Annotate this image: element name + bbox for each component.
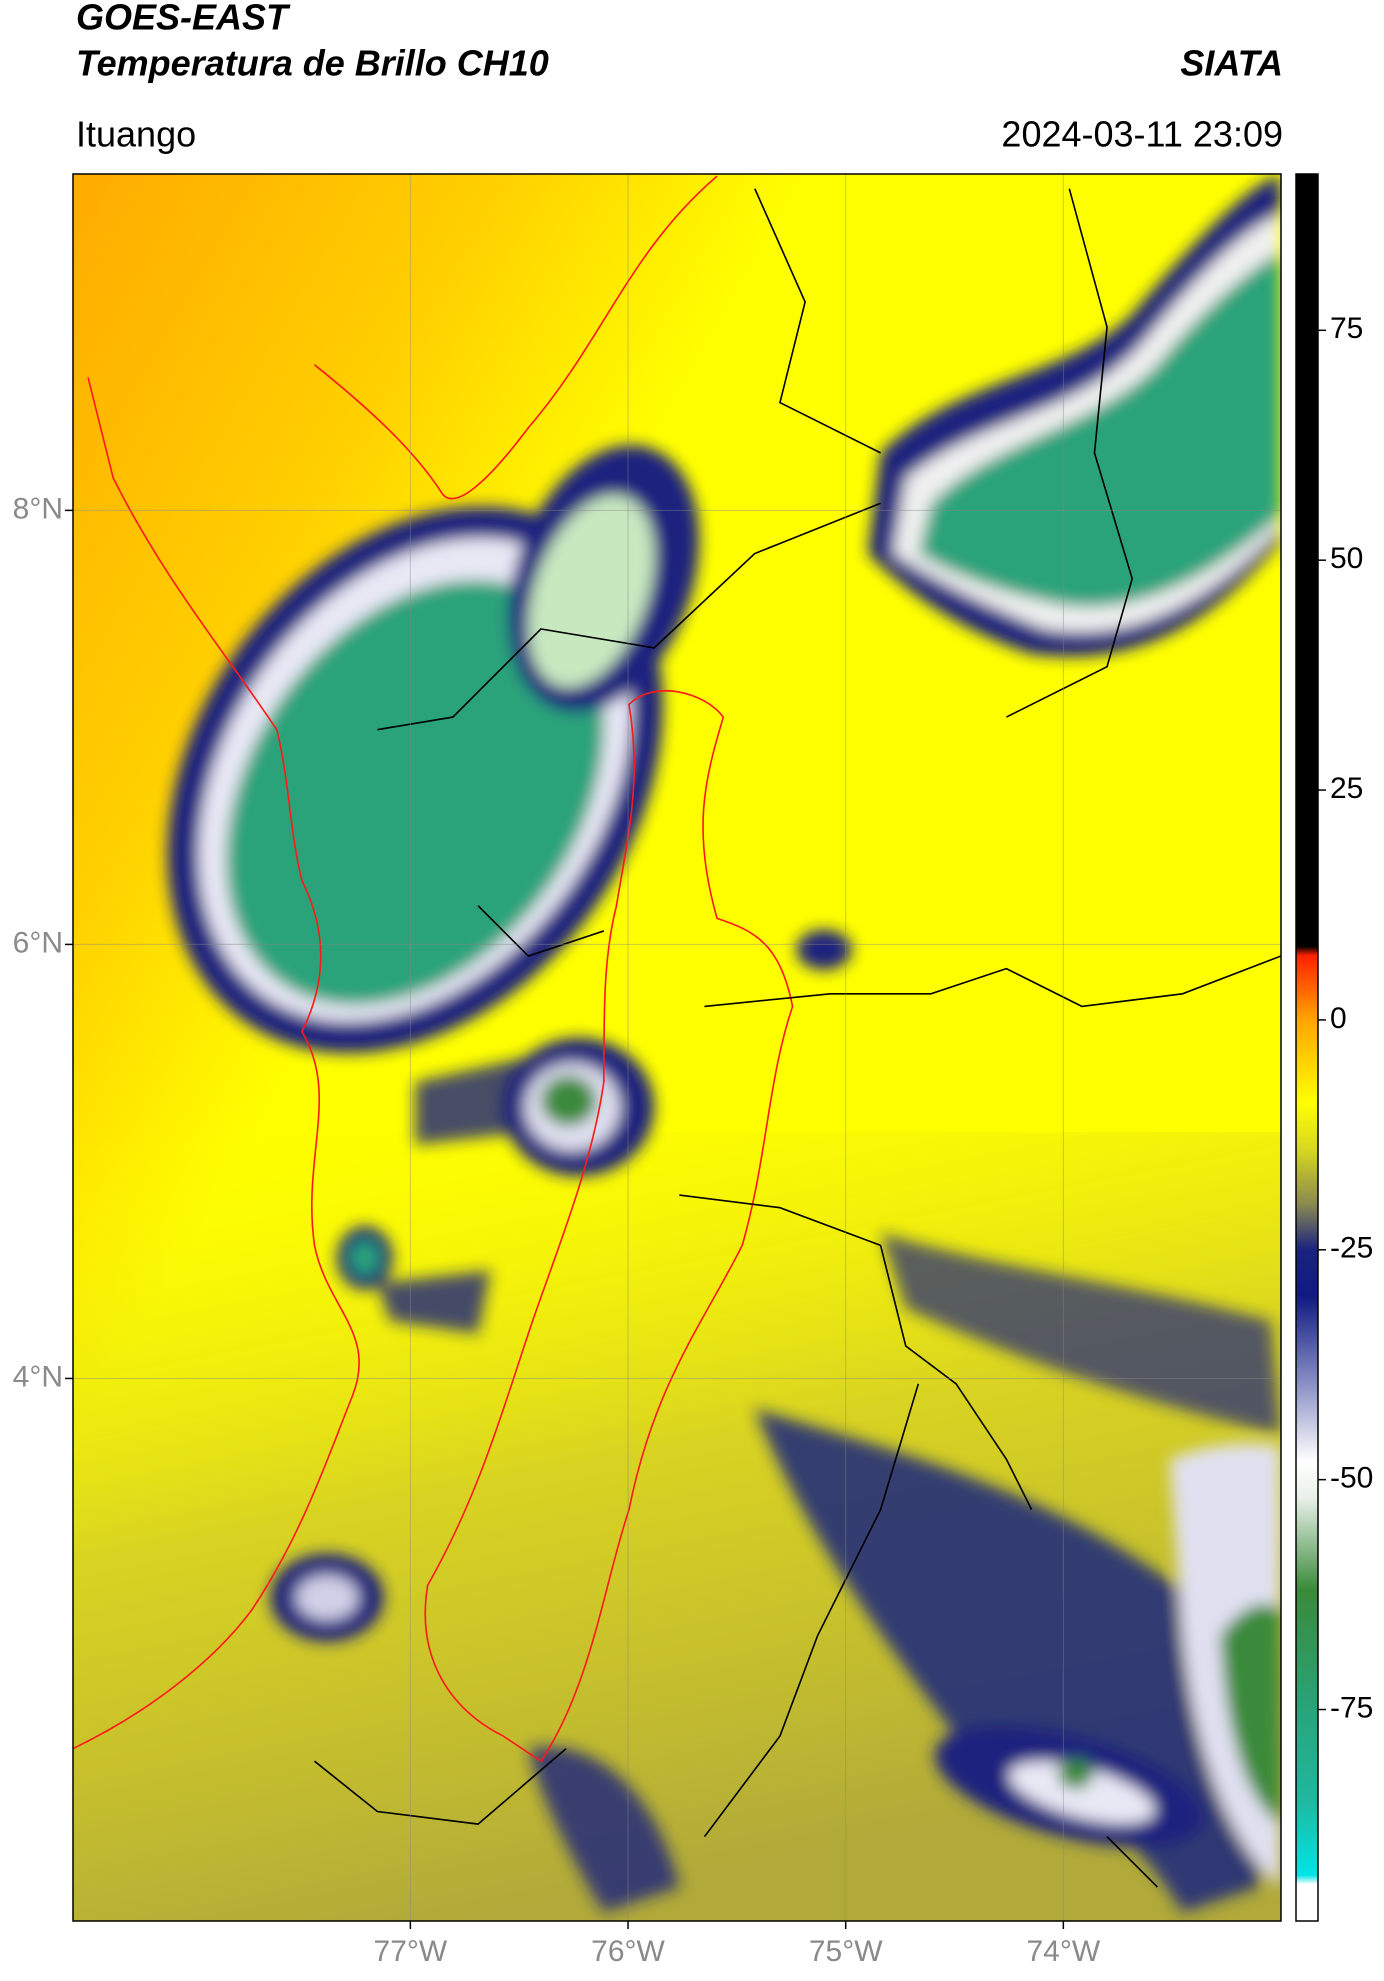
colorbar-tick-label: 0 bbox=[1330, 1002, 1347, 1035]
graticule bbox=[73, 174, 1281, 1921]
location: Ituango bbox=[76, 114, 196, 155]
datetime: 2024-03-11 23:09 bbox=[1001, 114, 1283, 155]
colorbar-tick-label: 25 bbox=[1330, 772, 1363, 805]
y-tick-label: 4°N bbox=[13, 1360, 63, 1393]
colorbar-tick-label: -25 bbox=[1330, 1232, 1373, 1265]
x-tick-label: 76°W bbox=[591, 1935, 665, 1968]
y-tick-label: 6°N bbox=[13, 926, 63, 959]
x-tick-label: 74°W bbox=[1026, 1935, 1100, 1968]
colorbar-tick-label: 75 bbox=[1330, 312, 1363, 345]
x-tick-label: 77°W bbox=[374, 1935, 448, 1968]
satellite-image bbox=[73, 174, 1281, 1921]
colorbar-tick-label: -75 bbox=[1330, 1691, 1373, 1724]
map-frame bbox=[72, 173, 1282, 1922]
colorbar bbox=[1295, 173, 1319, 1922]
title: GOES-EAST bbox=[76, 0, 291, 38]
subtitle: Temperatura de Brillo CH10 bbox=[76, 43, 549, 84]
y-tick-label: 8°N bbox=[13, 492, 63, 525]
x-tick-label: 75°W bbox=[809, 1935, 883, 1968]
colorbar-tick-label: 50 bbox=[1330, 542, 1363, 575]
source: SIATA bbox=[1180, 43, 1283, 84]
colorbar-tick-label: -50 bbox=[1330, 1462, 1373, 1495]
